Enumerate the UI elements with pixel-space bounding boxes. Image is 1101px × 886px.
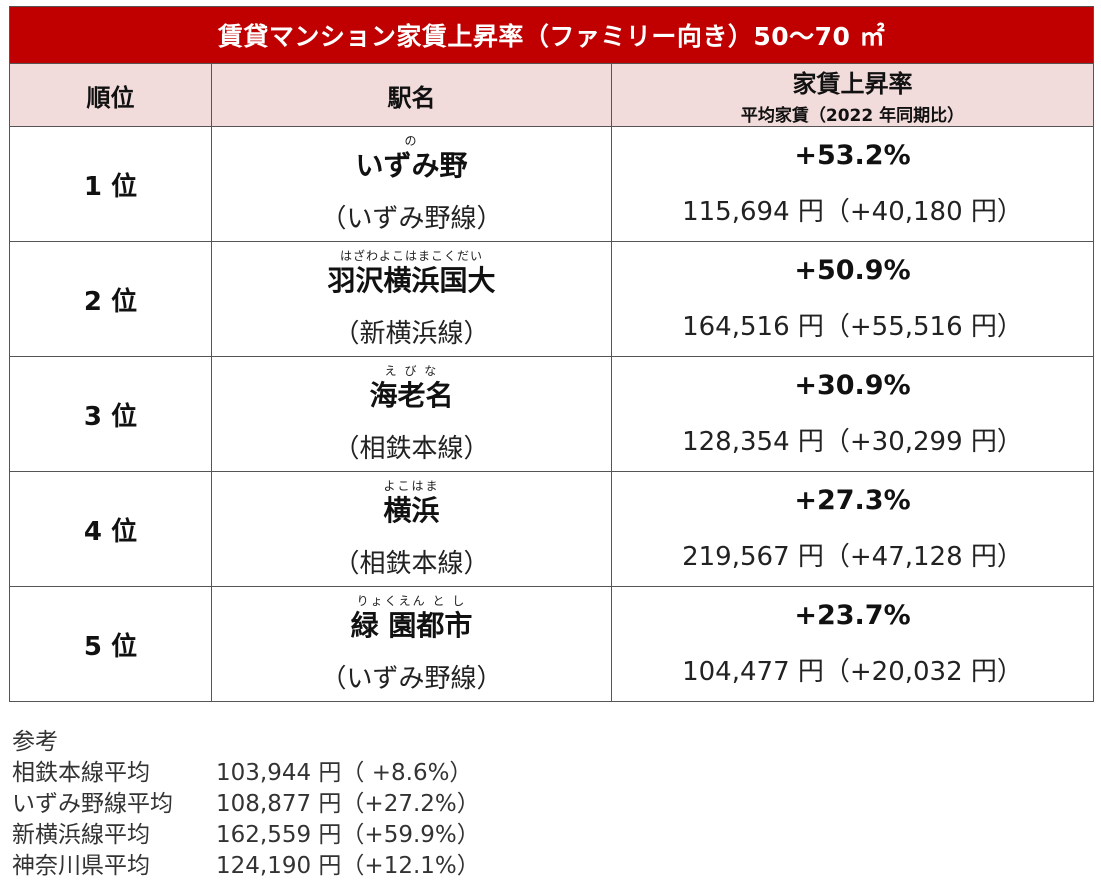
station-name: 緑 園都市 xyxy=(350,608,473,642)
station-ruby: よこはま xyxy=(383,478,440,493)
station-cell: え び な 海老名 （相鉄本線） xyxy=(211,356,612,472)
rank-cell: 3 位 xyxy=(9,356,212,472)
station-line: （相鉄本線） xyxy=(333,434,490,465)
rate-value: +50.9% xyxy=(794,255,911,286)
rent-value: 104,477 円（+20,032 円） xyxy=(682,657,1023,687)
note-label: 新横浜線平均 xyxy=(12,822,150,848)
station-name: いずみ野 xyxy=(355,148,468,182)
note-label: 神奈川県平均 xyxy=(12,853,150,879)
note-label: いずみ野線平均 xyxy=(12,791,173,817)
note-label: 相鉄本線平均 xyxy=(12,760,150,786)
station-ruby: はざわよこはまこくだい xyxy=(339,248,483,263)
station-cell: よこはま 横浜 （相鉄本線） xyxy=(211,471,612,587)
rate-cell: +50.9% 164,516 円（+55,516 円） xyxy=(611,241,1094,357)
rate-cell: +53.2% 115,694 円（+40,180 円） xyxy=(611,126,1094,242)
rank-cell: 5 位 xyxy=(9,586,212,702)
note-row: 新横浜線平均 162,559 円（+59.9%） xyxy=(12,820,480,851)
header-rate-main: 家賃上昇率 xyxy=(792,70,913,98)
rate-value: +30.9% xyxy=(794,370,911,401)
header-station: 駅名 xyxy=(211,63,612,127)
rent-value: 219,567 円（+47,128 円） xyxy=(682,542,1023,572)
note-row: いずみ野線平均 108,877 円（+27.2%） xyxy=(12,789,480,820)
table-row: 1 位 の いずみ野 （いずみ野線） +53.2% 115,694 円（+40,… xyxy=(9,126,1094,242)
notes-title: 参考 xyxy=(12,729,58,755)
note-row: 相鉄本線平均 103,944 円（ +8.6%） xyxy=(12,758,480,789)
rate-value: +23.7% xyxy=(794,600,911,631)
rate-cell: +27.3% 219,567 円（+47,128 円） xyxy=(611,471,1094,587)
table-title: 賃貸マンション家賃上昇率（ファミリー向き）50〜70 ㎡ xyxy=(9,6,1094,64)
table-row: 4 位 よこはま 横浜 （相鉄本線） +27.3% 219,567 円（+47,… xyxy=(9,471,1094,587)
station-name: 横浜 xyxy=(383,493,440,527)
table-row: 5 位 りょくえん と し 緑 園都市 （いずみ野線） +23.7% 104,4… xyxy=(9,586,1094,702)
rank-cell: 1 位 xyxy=(9,126,212,242)
station-line: （いずみ野線） xyxy=(320,664,503,695)
rate-cell: +23.7% 104,477 円（+20,032 円） xyxy=(611,586,1094,702)
reference-notes: 参考 相鉄本線平均 103,944 円（ +8.6%） いずみ野線平均 108,… xyxy=(12,727,480,882)
station-ruby: りょくえん と し xyxy=(356,593,467,608)
note-value: 108,877 円（+27.2%） xyxy=(216,791,480,817)
station-name: 海老名 xyxy=(369,378,454,412)
rent-value: 164,516 円（+55,516 円） xyxy=(682,312,1023,342)
station-cell: りょくえん と し 緑 園都市 （いずみ野線） xyxy=(211,586,612,702)
note-value: 124,190 円（+12.1%） xyxy=(216,853,480,879)
header-rank: 順位 xyxy=(9,63,212,127)
station-cell: の いずみ野 （いずみ野線） xyxy=(211,126,612,242)
station-ruby: の xyxy=(404,133,419,148)
rent-value: 115,694 円（+40,180 円） xyxy=(682,197,1023,227)
station-line: （相鉄本線） xyxy=(333,549,490,580)
station-ruby: え び な xyxy=(384,363,439,378)
rank-cell: 2 位 xyxy=(9,241,212,357)
rank-cell: 4 位 xyxy=(9,471,212,587)
table-row: 2 位 はざわよこはまこくだい 羽沢横浜国大 （新横浜線） +50.9% 164… xyxy=(9,241,1094,357)
rent-value: 128,354 円（+30,299 円） xyxy=(682,427,1023,457)
rate-value: +27.3% xyxy=(794,485,911,516)
note-value: 162,559 円（+59.9%） xyxy=(216,822,480,848)
station-cell: はざわよこはまこくだい 羽沢横浜国大 （新横浜線） xyxy=(211,241,612,357)
rate-value: +53.2% xyxy=(794,140,911,171)
station-line: （いずみ野線） xyxy=(320,204,503,235)
table-row: 3 位 え び な 海老名 （相鉄本線） +30.9% 128,354 円（+3… xyxy=(9,356,1094,472)
header-rate: 家賃上昇率 平均家賃（2022 年同期比） xyxy=(611,63,1094,127)
note-value: 103,944 円（ +8.6%） xyxy=(216,760,473,786)
rate-cell: +30.9% 128,354 円（+30,299 円） xyxy=(611,356,1094,472)
station-name: 羽沢横浜国大 xyxy=(327,263,496,297)
note-row: 神奈川県平均 124,190 円（+12.1%） xyxy=(12,851,480,882)
station-line: （新横浜線） xyxy=(333,319,490,350)
rent-increase-table: 賃貸マンション家賃上昇率（ファミリー向き）50〜70 ㎡ 順位 駅名 家賃上昇率… xyxy=(9,6,1094,702)
header-rate-sub: 平均家賃（2022 年同期比） xyxy=(740,106,965,126)
